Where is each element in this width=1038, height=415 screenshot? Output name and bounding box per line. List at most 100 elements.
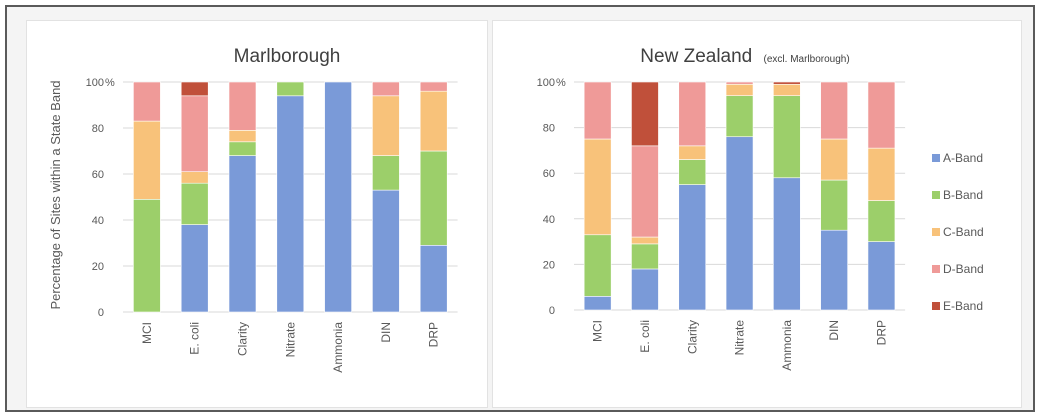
- bar-nitrate-b-band: [725, 95, 754, 138]
- legend-label-b-band: B-Band: [943, 188, 983, 202]
- bar-clarity-d-band: [678, 81, 707, 147]
- y-tick-label: 0: [98, 307, 104, 319]
- bar-e-coli-a-band: [631, 268, 659, 311]
- y-tick-label: 80: [543, 123, 555, 135]
- legend-label-a-band: A-Band: [943, 151, 983, 165]
- bar-ammonia-c-band: [773, 83, 801, 96]
- bar-din-a-band: [372, 189, 400, 313]
- bar-mci-c-band: [133, 120, 161, 200]
- bar-mci-d-band: [583, 81, 612, 140]
- bar-drp-c-band: [867, 147, 896, 201]
- legend-swatch-a-band: [932, 154, 940, 162]
- bar-clarity-c-band: [228, 130, 257, 143]
- y-tick-label: 40: [92, 215, 104, 227]
- x-tick-label: Clarity: [236, 322, 250, 356]
- y-tick-label: 0: [549, 305, 555, 317]
- bar-din-a-band: [820, 229, 848, 311]
- x-tick-label: DIN: [379, 322, 393, 343]
- bar-e-coli-b-band: [631, 243, 659, 270]
- y-tick-label: 60: [543, 168, 555, 180]
- bar-clarity-a-band: [678, 184, 707, 311]
- x-tick-label: Clarity: [685, 320, 699, 354]
- bar-din-c-band: [820, 138, 848, 181]
- bar-din-c-band: [372, 95, 400, 156]
- bar-clarity-c-band: [678, 145, 707, 160]
- legend-label-c-band: C-Band: [943, 225, 984, 239]
- y-tick-label: 80: [92, 123, 104, 135]
- legend-swatch-d-band: [932, 265, 940, 273]
- bar-drp-d-band: [867, 81, 896, 149]
- legend-label-e-band: E-Band: [943, 299, 983, 313]
- chart-panel-marlborough: [26, 20, 488, 408]
- legend-swatch-c-band: [932, 228, 940, 236]
- y-tick-label: 60: [92, 169, 104, 181]
- y-tick-label: 100: [537, 77, 555, 89]
- bar-drp-d-band: [419, 81, 448, 92]
- x-tick-label: E. coli: [188, 322, 202, 355]
- bar-clarity-b-band: [228, 141, 257, 156]
- bar-nitrate-c-band: [725, 83, 754, 96]
- bar-ammonia-a-band: [773, 177, 801, 311]
- bar-mci-d-band: [133, 81, 161, 122]
- bar-drp-b-band: [867, 200, 896, 242]
- bar-ammonia-a-band: [324, 81, 352, 313]
- x-tick-label: DIN: [827, 320, 841, 341]
- chart-panel-new-zealand: [492, 20, 1022, 408]
- x-tick-label: E. coli: [638, 320, 652, 353]
- x-tick-label: MCI: [140, 322, 154, 344]
- y-tick-label: 20: [92, 261, 104, 273]
- x-tick-label: Ammonia: [780, 320, 794, 371]
- bar-nitrate-a-band: [725, 136, 754, 311]
- legend-label-d-band: D-Band: [943, 262, 984, 276]
- x-tick-label: Nitrate: [733, 320, 747, 356]
- chart-subtitle-new-zealand: (excl. Marlborough): [764, 54, 850, 65]
- bar-e-coli-e-band: [631, 81, 659, 147]
- chart-marlborough: 0 20 40 60 80 100 % MCI E. coli Clarity Nitrate Amm…: [86, 77, 458, 373]
- y-unit-label: %: [556, 77, 566, 89]
- bar-din-d-band: [820, 81, 848, 140]
- x-tick-label: DRP: [427, 322, 441, 347]
- bar-din-b-band: [820, 179, 848, 231]
- y-tick-label: 20: [543, 259, 555, 271]
- chart-title-marlborough: Marlborough: [234, 46, 341, 67]
- bar-nitrate-d-band: [725, 81, 754, 85]
- bar-din-b-band: [372, 155, 400, 191]
- legend-swatch-b-band: [932, 191, 940, 199]
- bar-ammonia-b-band: [773, 95, 801, 179]
- bar-mci-c-band: [583, 138, 612, 236]
- bar-nitrate-a-band: [276, 95, 305, 313]
- bar-clarity-b-band: [678, 159, 707, 185]
- bar-e-coli-a-band: [180, 224, 209, 313]
- bar-drp-a-band: [419, 245, 448, 313]
- bar-e-coli-d-band: [180, 95, 209, 173]
- y-axis-label: Percentage of Sites within a State Band: [48, 80, 63, 309]
- legend-swatch-e-band: [932, 302, 940, 310]
- y-unit-label: %: [105, 77, 115, 89]
- chart-new-zealand: 0 20 40 60 80 100 % MCI E. coli Clarity Nitrate Amm…: [537, 77, 984, 371]
- y-tick-label: 40: [543, 214, 555, 226]
- x-tick-label: Nitrate: [283, 322, 297, 358]
- bar-e-coli-c-band: [631, 236, 659, 245]
- bar-drp-c-band: [419, 90, 448, 152]
- x-tick-label: Ammonia: [331, 322, 345, 373]
- y-tick-label: 100: [86, 77, 104, 89]
- bar-drp-a-band: [867, 241, 896, 311]
- bar-drp-b-band: [419, 150, 448, 246]
- bar-clarity-d-band: [228, 81, 257, 131]
- bar-ammonia-e-band: [773, 81, 801, 85]
- bar-mci-b-band: [133, 199, 161, 313]
- bar-din-d-band: [372, 81, 400, 97]
- bar-e-coli-c-band: [180, 171, 209, 184]
- chart-title-new-zealand: New Zealand (excl. Marlborough): [640, 46, 849, 67]
- chart-title-new-zealand-main: New Zealand: [640, 46, 752, 67]
- bar-nitrate-b-band: [276, 81, 305, 97]
- bar-e-coli-d-band: [631, 145, 659, 238]
- bar-e-coli-b-band: [180, 182, 209, 225]
- bar-clarity-a-band: [228, 155, 257, 313]
- x-tick-label: DRP: [874, 320, 888, 345]
- x-tick-label: MCI: [591, 320, 605, 342]
- bar-mci-b-band: [583, 234, 612, 297]
- bar-mci-a-band: [583, 296, 612, 311]
- bar-e-coli-e-band: [180, 81, 209, 97]
